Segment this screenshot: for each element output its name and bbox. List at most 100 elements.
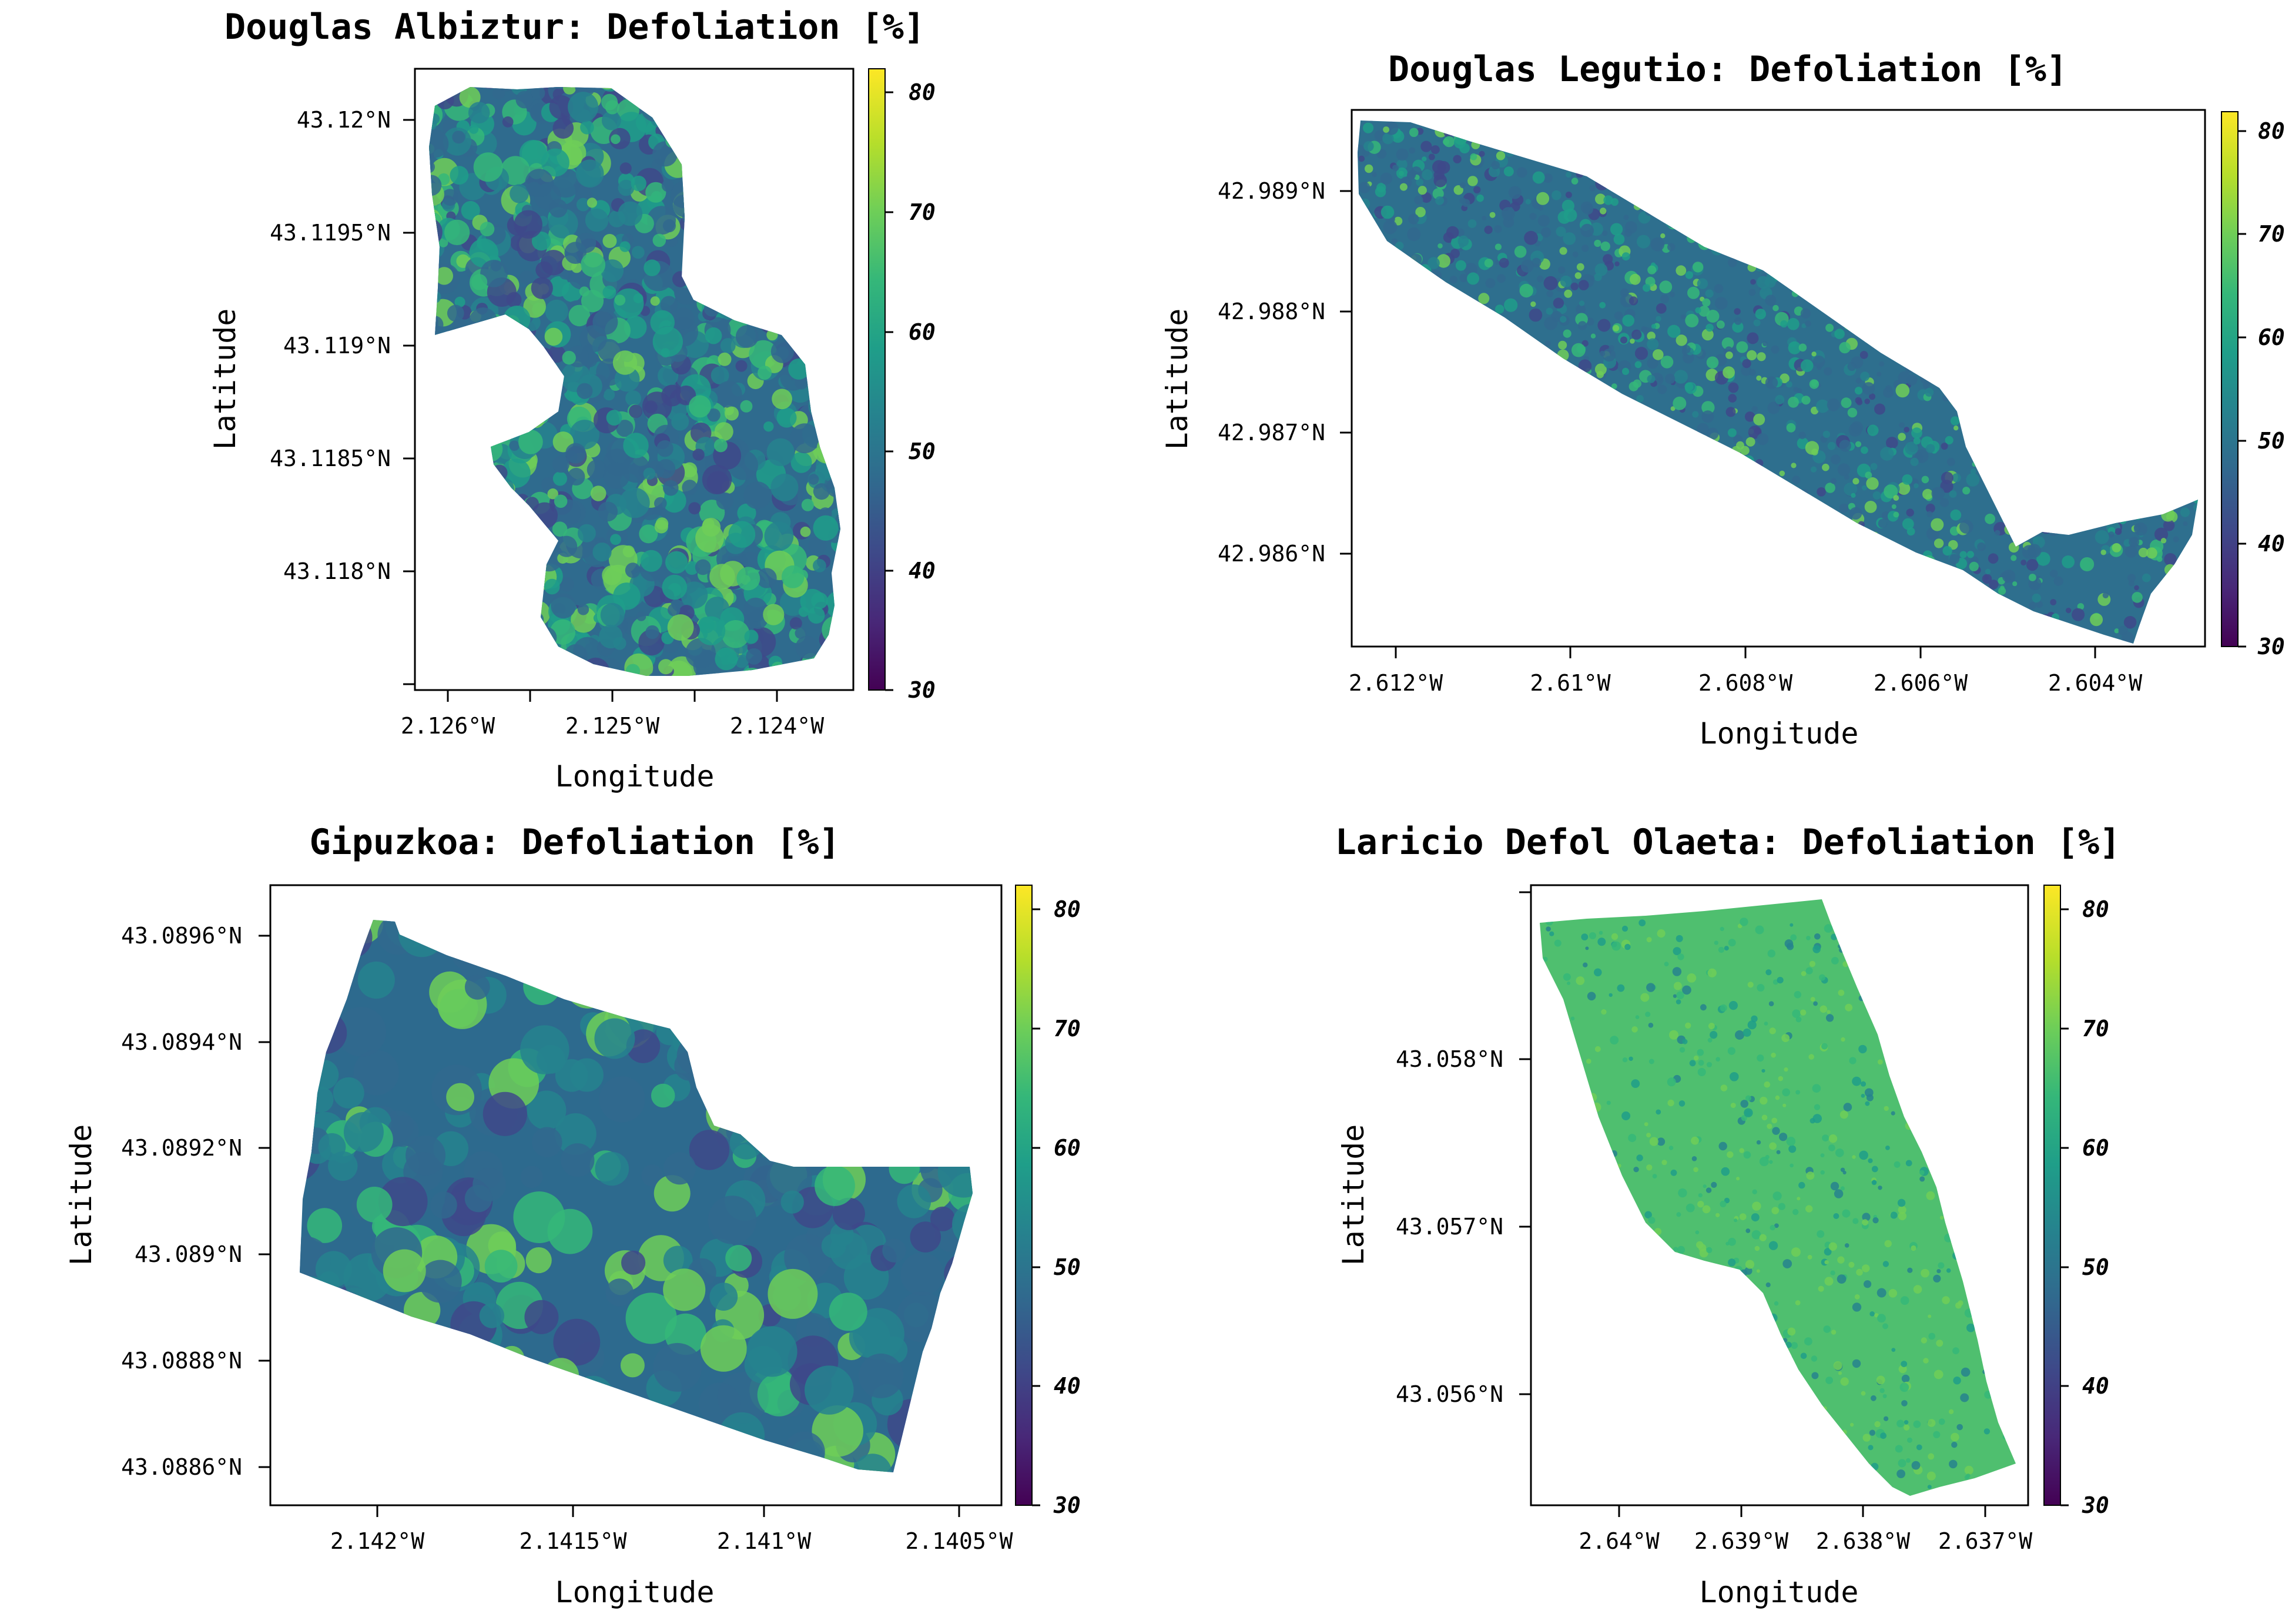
raster-cell bbox=[1497, 274, 1506, 283]
raster-cell bbox=[2097, 400, 2111, 414]
raster-cell bbox=[466, 468, 492, 494]
raster-cell bbox=[2049, 342, 2062, 355]
raster-cell bbox=[429, 534, 440, 547]
raster-cell bbox=[1839, 341, 1851, 354]
raster-cell bbox=[1358, 106, 1370, 119]
raster-cell bbox=[2115, 528, 2122, 535]
raster-cell bbox=[666, 87, 677, 95]
raster-cell bbox=[1717, 551, 1724, 558]
raster-cell bbox=[1597, 1493, 1605, 1496]
raster-cell bbox=[1983, 225, 1990, 232]
raster-cell bbox=[2147, 474, 2153, 480]
raster-cell bbox=[1633, 598, 1646, 612]
raster-cell bbox=[469, 124, 479, 134]
raster-cell bbox=[2041, 503, 2049, 511]
raster-cell bbox=[2086, 248, 2095, 257]
raster-cell bbox=[2175, 260, 2187, 272]
raster-cell bbox=[1748, 289, 1756, 296]
x-tick-label: 2.142°W bbox=[330, 1528, 424, 1554]
raster-cell bbox=[1894, 598, 1900, 604]
raster-cell bbox=[1442, 385, 1451, 394]
raster-cell bbox=[1601, 1331, 1610, 1340]
raster-cell bbox=[2197, 397, 2198, 406]
raster-cell bbox=[1736, 341, 1748, 353]
raster-cell bbox=[1472, 513, 1480, 521]
raster-cell bbox=[823, 193, 836, 206]
raster-cell bbox=[1834, 329, 1845, 339]
raster-cell bbox=[577, 524, 596, 543]
raster-cell bbox=[1740, 918, 1748, 926]
raster-cell bbox=[1739, 1148, 1744, 1153]
raster-cell bbox=[1718, 141, 1724, 148]
raster-cell bbox=[1597, 413, 1604, 420]
raster-cell bbox=[1375, 304, 1384, 314]
raster-cell bbox=[2043, 431, 2050, 438]
raster-cell bbox=[1943, 1055, 1949, 1061]
raster-cell bbox=[1443, 562, 1453, 572]
raster-cell bbox=[2045, 180, 2052, 187]
raster-cell bbox=[1492, 386, 1506, 399]
raster-cell bbox=[842, 252, 861, 271]
raster-cell bbox=[1820, 1153, 1825, 1158]
raster-cell bbox=[1409, 364, 1415, 370]
raster-cell bbox=[2078, 486, 2093, 501]
colorbar-tick-label: 60 bbox=[1054, 1135, 1081, 1161]
raster-cell bbox=[1725, 351, 1733, 359]
raster-cell bbox=[510, 541, 528, 559]
raster-cell bbox=[446, 1083, 474, 1111]
raster-cell bbox=[1705, 1476, 1713, 1483]
raster-cell bbox=[1795, 1300, 1801, 1305]
raster-cell bbox=[1406, 370, 1414, 378]
raster-cell bbox=[2035, 312, 2050, 326]
raster-cell bbox=[1426, 348, 1433, 354]
raster-cell bbox=[2064, 274, 2076, 286]
raster-cell bbox=[1793, 257, 1799, 262]
raster-cell bbox=[1380, 205, 1395, 219]
raster-cell bbox=[1561, 1014, 1566, 1019]
raster-cell bbox=[1885, 200, 1891, 207]
raster-cell bbox=[836, 650, 840, 670]
raster-cell bbox=[1532, 257, 1542, 267]
raster-cell bbox=[1437, 561, 1443, 567]
raster-cell bbox=[520, 1166, 543, 1188]
raster-cell bbox=[1706, 310, 1720, 323]
raster-cell bbox=[1546, 290, 1553, 297]
raster-cell bbox=[2070, 328, 2075, 333]
raster-cell bbox=[1948, 267, 1960, 280]
raster-cell bbox=[1852, 591, 1865, 604]
raster-cell bbox=[569, 1058, 604, 1092]
raster-cell bbox=[1908, 137, 1915, 145]
raster-cell bbox=[1713, 559, 1720, 566]
raster-cell bbox=[1363, 227, 1369, 233]
raster-cell bbox=[1518, 584, 1531, 597]
raster-cell bbox=[406, 1135, 446, 1176]
raster-cell bbox=[1874, 403, 1885, 415]
raster-cell bbox=[1567, 163, 1574, 171]
raster-cell bbox=[1503, 632, 1513, 643]
raster-cell bbox=[1363, 141, 1374, 152]
raster-cell bbox=[2005, 360, 2015, 370]
raster-cell bbox=[1657, 377, 1663, 382]
raster-cell bbox=[1541, 569, 1547, 575]
raster-cell bbox=[1927, 642, 1939, 644]
raster-cell bbox=[1848, 589, 1856, 597]
raster-cell bbox=[2099, 205, 2106, 212]
raster-cell bbox=[1855, 527, 1865, 537]
raster-cell bbox=[2100, 444, 2107, 451]
raster-cell bbox=[1467, 176, 1478, 186]
raster-cell bbox=[2126, 431, 2131, 436]
raster-cell bbox=[1956, 578, 1965, 587]
raster-cell bbox=[1753, 572, 1762, 581]
raster-cell bbox=[1421, 507, 1428, 514]
raster-cell bbox=[1715, 481, 1725, 491]
raster-cell bbox=[728, 521, 756, 548]
raster-cell bbox=[1963, 205, 1973, 215]
raster-cell bbox=[2050, 146, 2061, 156]
raster-cell bbox=[1603, 1330, 1610, 1336]
raster-cell bbox=[429, 490, 457, 521]
raster-cell bbox=[1610, 1036, 1619, 1044]
raster-cell bbox=[2024, 385, 2031, 392]
raster-cell bbox=[1610, 223, 1623, 236]
raster-cell bbox=[1751, 1230, 1761, 1240]
colorbar bbox=[2221, 111, 2239, 647]
